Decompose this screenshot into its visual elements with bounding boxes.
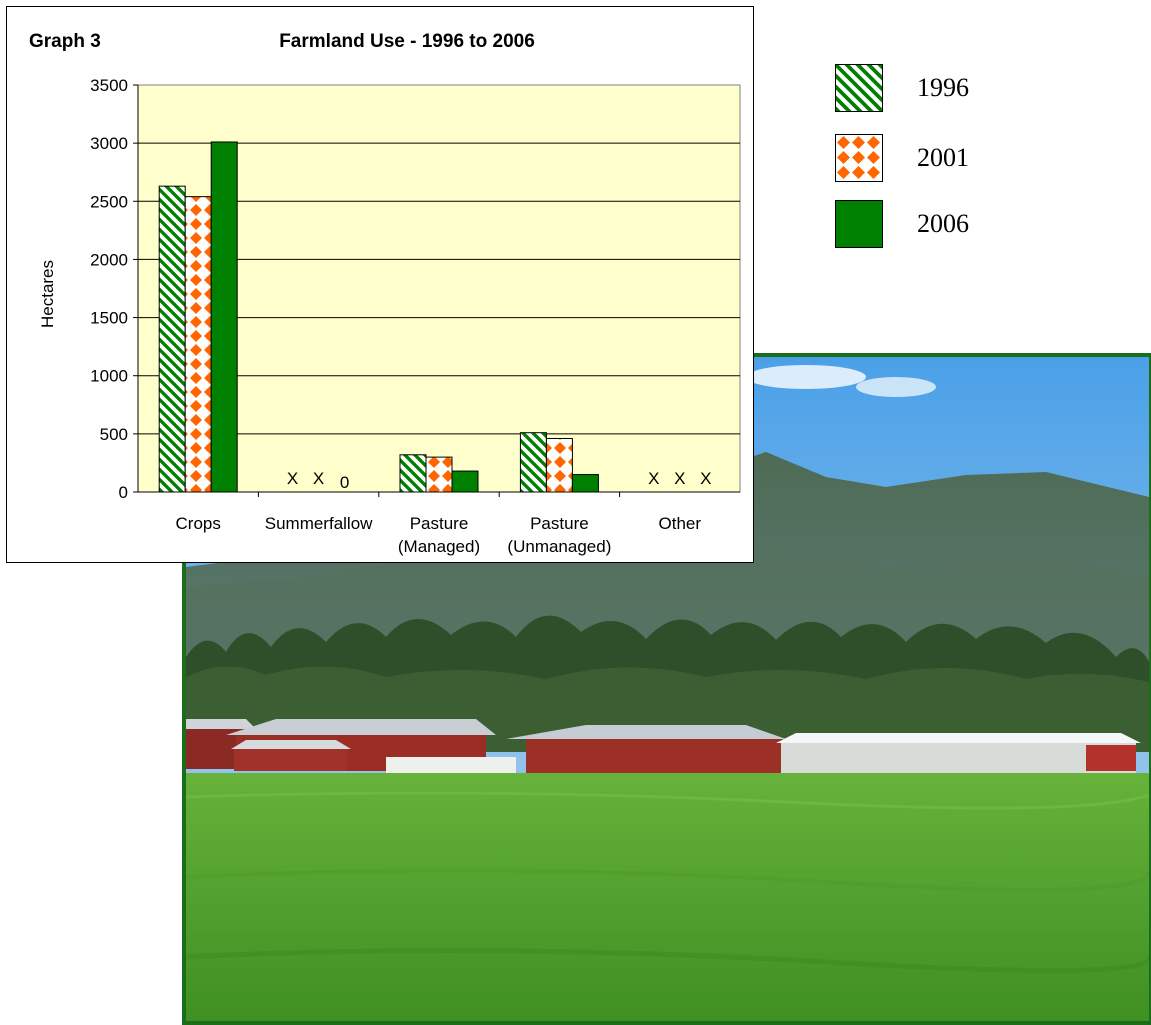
farm-photo	[182, 353, 1151, 1025]
chart-frame: Graph 3 Farmland Use - 1996 to 2006 Hect…	[6, 6, 754, 563]
bar-2001-0	[184, 196, 212, 493]
bar-1996-3	[519, 432, 547, 493]
legend-item-1996: 1996	[835, 62, 969, 114]
y-tick-label: 3500	[90, 76, 128, 95]
y-tick-label: 500	[100, 425, 128, 444]
chart-legend: 1996 2001 2006	[835, 62, 1035, 262]
bar-2001-3	[545, 438, 573, 493]
x-tick-label: Pasture	[410, 514, 469, 533]
data-label-2001-4: X	[674, 469, 685, 488]
data-label-1996-4: X	[648, 469, 659, 488]
x-tick-label: Pasture	[530, 514, 589, 533]
y-tick-label: 3000	[90, 134, 128, 153]
legend-item-2001: 2001	[835, 132, 969, 184]
bar-1996-0	[158, 185, 186, 493]
bar-2006-2	[451, 470, 479, 493]
data-label-1996-1: X	[287, 469, 298, 488]
y-tick-label: 0	[119, 483, 128, 502]
data-label-2001-1: X	[313, 469, 324, 488]
data-label-2006-4: X	[700, 469, 711, 488]
y-tick-label: 1000	[90, 367, 128, 386]
y-tick-label: 2000	[90, 250, 128, 269]
legend-label: 1996	[917, 73, 969, 102]
legend-swatch-2001	[835, 134, 883, 182]
bar-chart: Graph 3 Farmland Use - 1996 to 2006 Hect…	[29, 31, 741, 556]
bar-2006-0	[210, 141, 238, 493]
bar-2001-2	[425, 456, 453, 493]
legend-swatch-2006	[835, 200, 883, 248]
plot-area	[137, 84, 741, 493]
legend-label: 2001	[917, 143, 969, 172]
x-tick-label: Other	[659, 514, 702, 533]
x-tick-label: Summerfallow	[265, 514, 373, 533]
bar-2006-3	[571, 474, 599, 493]
legend-item-2006: 2006	[835, 198, 969, 250]
graph-label: Graph 3	[29, 31, 101, 52]
chart-title: Farmland Use - 1996 to 2006	[279, 31, 535, 52]
x-tick-label: Crops	[176, 514, 221, 533]
y-tick-label: 1500	[90, 309, 128, 328]
legend-label: 2006	[917, 209, 969, 238]
x-tick-label-line2: (Managed)	[398, 537, 480, 556]
legend-swatch-1996	[835, 64, 883, 112]
x-tick-label-line2: (Unmanaged)	[507, 537, 611, 556]
y-tick-label: 2500	[90, 192, 128, 211]
bar-1996-2	[399, 454, 427, 493]
y-axis-label: Hectares	[38, 260, 57, 328]
data-label-2006-1: 0	[340, 473, 349, 492]
